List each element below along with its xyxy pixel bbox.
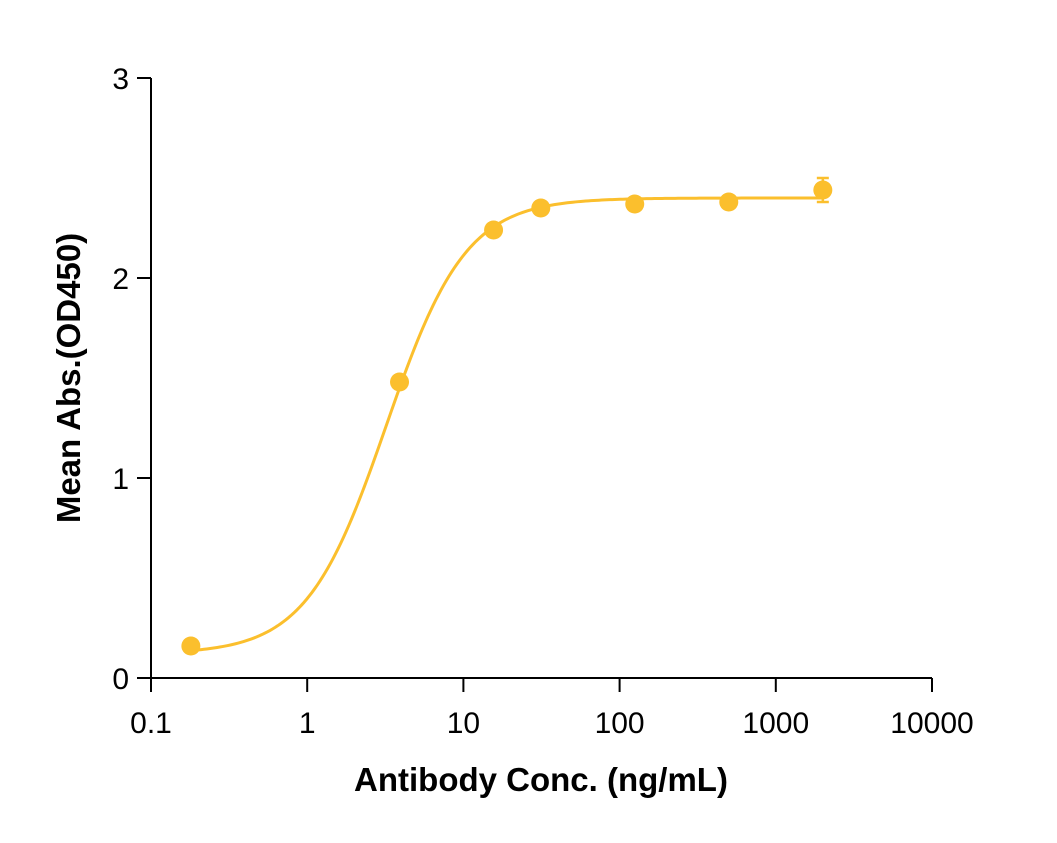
x-tick-label: 1 xyxy=(299,707,316,740)
x-tick-label: 1000 xyxy=(742,707,809,740)
x-tick-label: 10 xyxy=(447,707,480,740)
data-point xyxy=(484,220,504,240)
x-tick-label: 0.1 xyxy=(130,707,172,740)
y-ticks: 0 1 2 3 xyxy=(112,63,151,696)
y-tick-label: 3 xyxy=(112,63,129,96)
x-axis-title: Antibody Conc. (ng/mL) xyxy=(354,761,728,798)
y-tick-label: 2 xyxy=(112,263,129,296)
data-point xyxy=(813,180,833,200)
y-tick-label: 0 xyxy=(112,663,129,696)
data-point xyxy=(390,372,410,392)
x-ticks: 0.1 1 10 100 1000 10000 xyxy=(130,678,974,740)
y-tick-label: 1 xyxy=(112,463,129,496)
data-point xyxy=(719,192,739,212)
fit-layer xyxy=(190,196,823,653)
y-axis-title: Mean Abs.(OD450) xyxy=(50,233,87,523)
axes xyxy=(150,78,932,679)
data-point xyxy=(181,636,201,656)
data-point xyxy=(625,194,645,214)
x-tick-label: 10000 xyxy=(890,707,973,740)
fit-curve xyxy=(190,196,823,653)
x-tick-label: 100 xyxy=(595,707,645,740)
points-layer xyxy=(181,176,833,656)
data-point xyxy=(531,198,551,218)
